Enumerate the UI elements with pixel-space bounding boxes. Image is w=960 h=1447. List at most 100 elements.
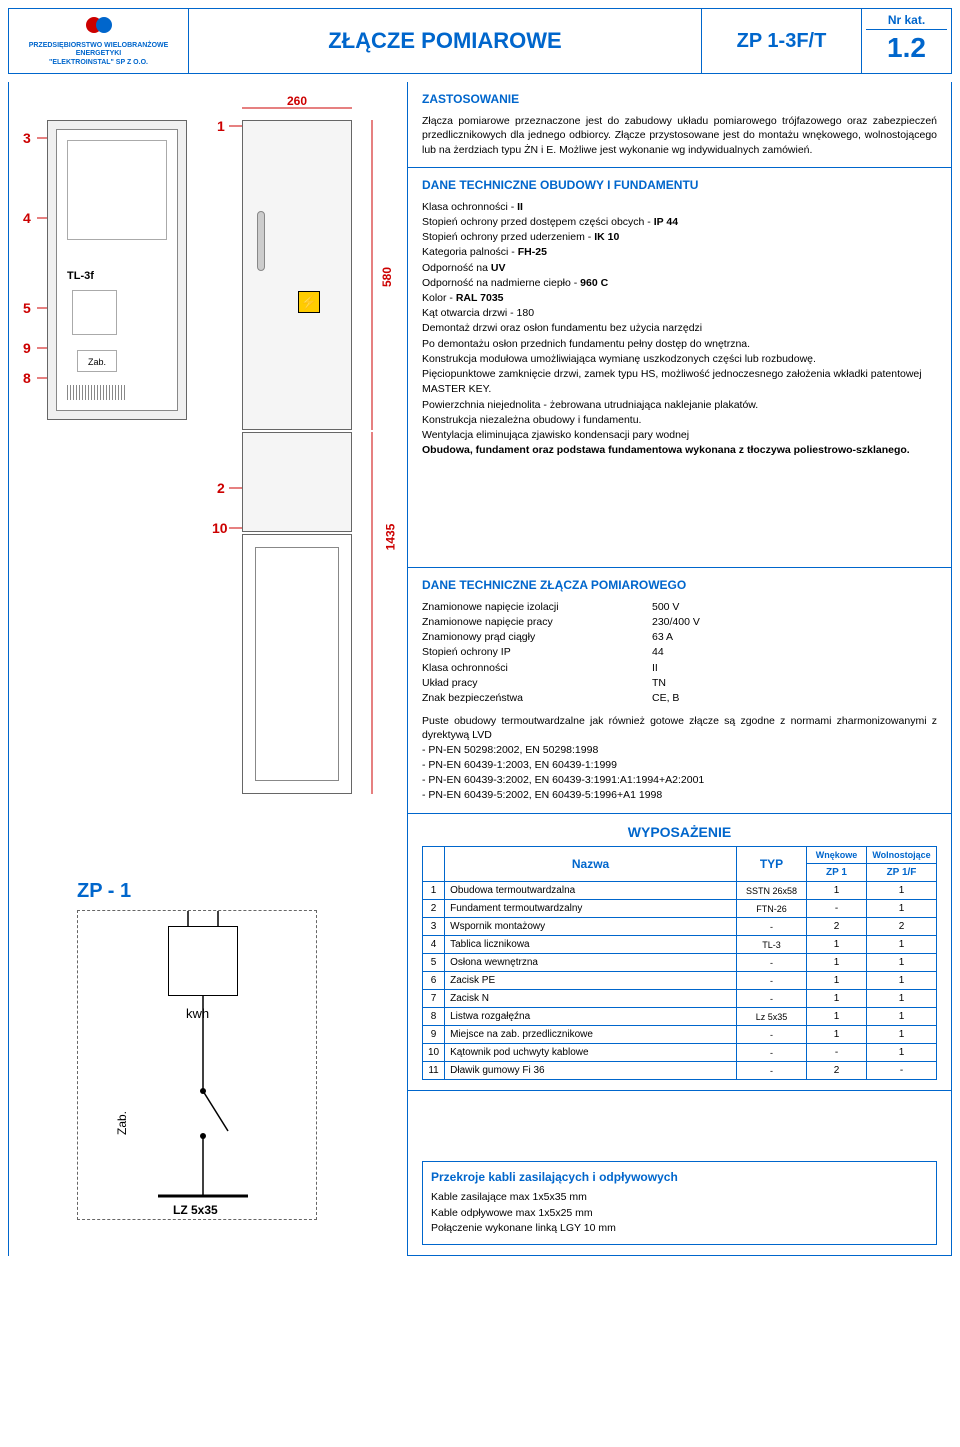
table-cell: 1 xyxy=(867,954,937,972)
header-bar: PRZEDSIĘBIORSTWO WIELOBRANŻOWE ENERGETYK… xyxy=(8,8,952,74)
table-row: 2Fundament termoutwardzalnyFTN-26-1 xyxy=(423,900,937,918)
table-row: 10Kątownik pod uchwyty kablowe--1 xyxy=(423,1044,937,1062)
table-cell: - xyxy=(737,1062,807,1080)
section-wyposazenie: WYPOSAŻENIE Nazwa TYP Wnękowe Wolnostoją… xyxy=(408,814,951,1091)
cabinet-side-mid xyxy=(242,432,352,532)
technical-drawing: 3 4 5 9 8 1 2 10 260 580 1435 TL-3f xyxy=(17,90,399,840)
table-cell: Dławik gumowy Fi 36 xyxy=(445,1062,737,1080)
table-cell: - xyxy=(867,1062,937,1080)
norms-list: - PN-EN 50298:2002, EN 50298:1998 - PN-EN… xyxy=(422,743,937,804)
callout-9: 9 xyxy=(23,340,31,356)
table-row: 9Miejsce na zab. przedlicznikowe-11 xyxy=(423,1026,937,1044)
table-cell: 1 xyxy=(807,972,867,990)
callout-1: 1 xyxy=(217,118,225,134)
spec-line: Kąt otwarcia drzwi - 180 xyxy=(422,306,937,321)
param-label: Stopień ochrony IP xyxy=(422,645,652,660)
doc-title: ZŁĄCZE POMIAROWE xyxy=(189,9,701,73)
table-cell: Fundament termoutwardzalny xyxy=(445,900,737,918)
param-row: Klasa ochronnościII xyxy=(422,661,700,676)
cabinet-front-view: TL-3f Zab. xyxy=(47,120,187,420)
section-kable: Przekroje kabli zasilających i odpływowy… xyxy=(408,1091,951,1255)
table-cell: Zacisk PE xyxy=(445,972,737,990)
table-cell: 10 xyxy=(423,1044,445,1062)
table-cell: 8 xyxy=(423,1008,445,1026)
catalog-number-cell: Nr kat. 1.2 xyxy=(861,9,951,73)
page: PRZEDSIĘBIORSTWO WIELOBRANŻOWE ENERGETYK… xyxy=(0,8,960,1256)
table-cell: Tablica licznikowa xyxy=(445,936,737,954)
table-cell: 4 xyxy=(423,936,445,954)
table-cell: - xyxy=(807,1044,867,1062)
catalog-number-label: Nr kat. xyxy=(866,13,947,30)
kable-box: Przekroje kabli zasilających i odpływowy… xyxy=(422,1161,937,1245)
th-wolno: Wolnostojące xyxy=(867,847,937,864)
param-value: 44 xyxy=(652,645,700,660)
section-zastosowanie: ZASTOSOWANIE Złącza pomiarowe przeznaczo… xyxy=(408,82,951,168)
table-cell: Miejsce na zab. przedlicznikowe xyxy=(445,1026,737,1044)
kable-lines: Kable zasilające max 1x5x35 mmKable odpł… xyxy=(431,1190,928,1236)
table-row: 7Zacisk N-11 xyxy=(423,990,937,1008)
param-row: Znamionowy prąd ciągły63 A xyxy=(422,630,700,645)
spec-line: Kategoria palności - FH-25 xyxy=(422,245,937,260)
zastosowanie-text: Złącza pomiarowe przeznaczone jest do za… xyxy=(422,114,937,157)
table-cell: 1 xyxy=(867,1008,937,1026)
table-cell: SSTN 26x58 xyxy=(737,882,807,900)
zp1-zab-label: Zab. xyxy=(115,1111,129,1135)
front-label-tl3f: TL-3f xyxy=(67,270,94,282)
dim-width: 260 xyxy=(287,94,307,108)
table-cell: Wspornik montażowy xyxy=(445,918,737,936)
param-row: Układ pracyTN xyxy=(422,676,700,691)
zastosowanie-title: ZASTOSOWANIE xyxy=(422,92,937,106)
table-cell: 1 xyxy=(867,972,937,990)
company-line2: ENERGETYKI xyxy=(15,50,182,58)
param-value: CE, B xyxy=(652,691,700,706)
table-cell: 1 xyxy=(807,936,867,954)
norm-line: - PN-EN 60439-3:2002, EN 60439-3:1991:A1… xyxy=(422,773,937,788)
section-dane-zlacza: DANE TECHNICZNE ZŁĄCZA POMIAROWEGO Znami… xyxy=(408,568,951,815)
company-line1: PRZEDSIĘBIORSTWO WIELOBRANŻOWE xyxy=(15,42,182,50)
dane-zlacza-title: DANE TECHNICZNE ZŁĄCZA POMIAROWEGO xyxy=(422,578,937,592)
dane-zlacza-params: Znamionowe napięcie izolacji500 VZnamion… xyxy=(422,600,700,707)
table-cell: 2 xyxy=(807,1062,867,1080)
front-label-zab: Zab. xyxy=(77,350,117,372)
dim-h-top: 580 xyxy=(380,267,394,287)
param-value: 230/400 V xyxy=(652,615,700,630)
table-cell: 1 xyxy=(867,990,937,1008)
left-column: 3 4 5 9 8 1 2 10 260 580 1435 TL-3f xyxy=(8,82,408,1256)
table-cell: Kątownik pod uchwyty kablowe xyxy=(445,1044,737,1062)
table-cell: 6 xyxy=(423,972,445,990)
table-cell: Osłona wewnętrzna xyxy=(445,954,737,972)
param-value: 500 V xyxy=(652,600,700,615)
content-grid: 3 4 5 9 8 1 2 10 260 580 1435 TL-3f xyxy=(8,82,952,1256)
table-cell: 11 xyxy=(423,1062,445,1080)
table-row: 4Tablica licznikowaTL-311 xyxy=(423,936,937,954)
spec-line: Stopień ochrony przed uderzeniem - IK 10 xyxy=(422,230,937,245)
right-column: ZASTOSOWANIE Złącza pomiarowe przeznaczo… xyxy=(408,82,952,1256)
doc-model: ZP 1-3F/T xyxy=(701,9,861,73)
spec-line: Konstrukcja modułowa umożliwiająca wymia… xyxy=(422,352,937,367)
table-cell: 7 xyxy=(423,990,445,1008)
table-cell: 1 xyxy=(867,936,937,954)
table-cell: - xyxy=(737,954,807,972)
th-nazwa: Nazwa xyxy=(445,847,737,882)
table-cell: 2 xyxy=(867,918,937,936)
table-cell: 1 xyxy=(807,990,867,1008)
norms-intro: Puste obudowy termoutwardzalne jak równi… xyxy=(422,714,937,742)
spec-line: Klasa ochronności - II xyxy=(422,200,937,215)
table-cell: - xyxy=(737,918,807,936)
norm-line: - PN-EN 50298:2002, EN 50298:1998 xyxy=(422,743,937,758)
param-row: Stopień ochrony IP44 xyxy=(422,645,700,660)
param-row: Znamionowe napięcie pracy230/400 V xyxy=(422,615,700,630)
dim-h-total: 1435 xyxy=(383,524,397,551)
table-cell: 1 xyxy=(867,1044,937,1062)
callout-8: 8 xyxy=(23,370,31,386)
spec-line: Kolor - RAL 7035 xyxy=(422,291,937,306)
catalog-number-value: 1.2 xyxy=(866,32,947,64)
table-cell: - xyxy=(807,900,867,918)
dane-obudowy-lines: Klasa ochronności - II Stopień ochrony pr… xyxy=(422,200,937,459)
table-cell: Listwa rozgałęźna xyxy=(445,1008,737,1026)
param-label: Znamionowe napięcie pracy xyxy=(422,615,652,630)
table-cell: 5 xyxy=(423,954,445,972)
table-row: 3Wspornik montażowy-22 xyxy=(423,918,937,936)
spec-line: Obudowa, fundament oraz podstawa fundame… xyxy=(422,443,937,458)
table-cell: 1 xyxy=(807,954,867,972)
